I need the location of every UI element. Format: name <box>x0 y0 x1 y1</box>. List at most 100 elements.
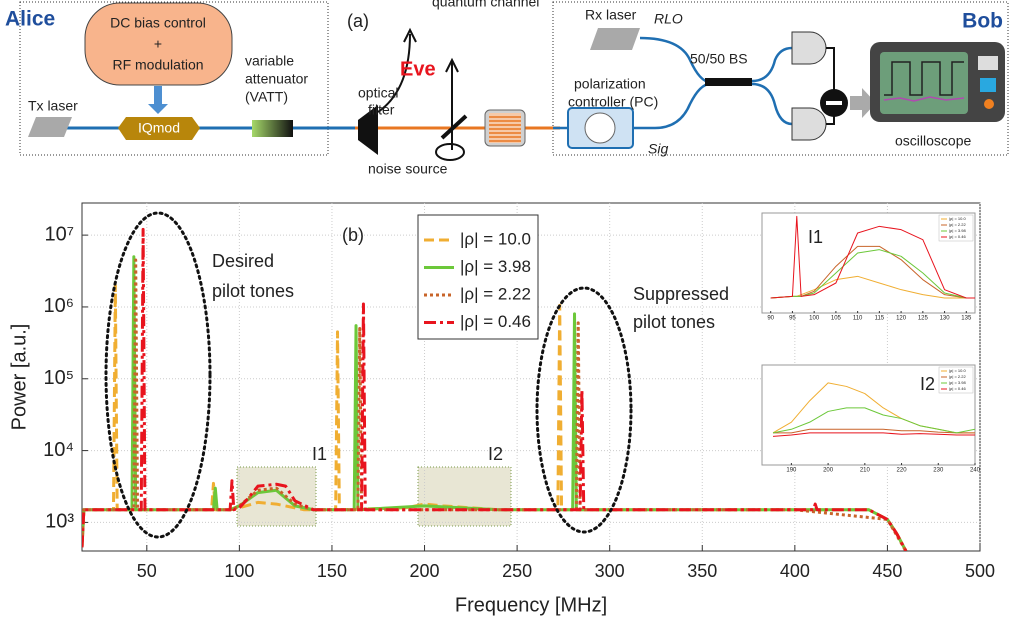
x-axis-label: Frequency [MHz] <box>455 594 607 616</box>
setup-diagram: Alice Bob (a) quantum channel DC bias co… <box>5 0 1009 177</box>
inset-title: I1 <box>808 227 823 247</box>
x-tick-label: 450 <box>872 561 902 581</box>
x-tick-label: 115 <box>875 316 885 322</box>
x-tick-label: 130 <box>940 316 951 322</box>
legend-label: |ρ| = 2.22 <box>949 222 966 227</box>
annotation: pilot tones <box>212 281 294 301</box>
label: + <box>154 36 162 52</box>
arrow <box>377 33 411 113</box>
label: IQmod <box>138 120 180 136</box>
x-tick-label: 50 <box>137 561 157 581</box>
panel-label: (b) <box>342 225 364 245</box>
y-tick-label: 10⁵ <box>43 367 74 389</box>
x-tick-label: 95 <box>789 316 796 322</box>
panel-label: (a) <box>347 11 369 31</box>
label: Rx laser <box>585 7 637 23</box>
zoom-region <box>417 466 512 527</box>
x-tick-label: 400 <box>780 561 810 581</box>
annotation: I2 <box>488 444 503 464</box>
inset-title: I2 <box>920 374 935 394</box>
label: 50/50 BS <box>690 51 748 67</box>
legend-label: |ρ| = 10.0 <box>949 368 966 373</box>
legend-label: |ρ| = 2.22 <box>460 284 531 303</box>
x-tick-label: 100 <box>224 561 254 581</box>
label: noise source <box>368 161 448 177</box>
legend-box <box>417 214 539 340</box>
annotation: pilot tones <box>633 312 715 332</box>
label: optical <box>358 85 398 101</box>
series-group <box>772 382 975 437</box>
label: quantum channel <box>432 0 539 10</box>
annotation: Suppressed <box>633 284 729 304</box>
fiber <box>639 36 711 84</box>
y-tick-label: 10⁴ <box>43 439 74 461</box>
series-line <box>770 215 975 299</box>
x-tick-label: 200 <box>823 468 834 474</box>
series-group <box>770 215 975 299</box>
x-tick-label: 125 <box>918 316 929 322</box>
series-line <box>773 428 975 434</box>
optical-filter <box>358 105 378 155</box>
legend-label: |ρ| = 0.46 <box>949 386 966 391</box>
legend-label: |ρ| = 3.98 <box>460 257 531 276</box>
eve-label: Eve <box>400 58 436 80</box>
x-tick-label: 220 <box>897 468 908 474</box>
annotation: I1 <box>312 444 327 464</box>
label: Tx laser <box>28 98 78 114</box>
poincare-sphere <box>584 112 616 144</box>
legend-label: |ρ| = 2.22 <box>949 374 966 379</box>
x-tick-label: 300 <box>595 561 625 581</box>
label: controller (PC) <box>568 94 658 110</box>
highlight-ellipse <box>104 211 212 539</box>
fiber-spool <box>484 109 526 147</box>
vatt <box>252 120 293 137</box>
label: filter <box>368 102 395 118</box>
oscilloscope-icon <box>870 42 1005 122</box>
annotation: Desired <box>212 251 274 271</box>
x-tick-label: 135 <box>961 316 972 322</box>
highlight-ellipse <box>535 286 633 534</box>
x-tick-label: 210 <box>860 468 871 474</box>
x-tick-label: 110 <box>853 316 863 322</box>
legend-label: |ρ| = 10.0 <box>949 216 966 221</box>
label: DC bias control <box>110 15 206 31</box>
coupler <box>705 78 752 86</box>
noise-injector <box>440 114 468 140</box>
label: (VATT) <box>245 89 288 105</box>
x-tick-label: 120 <box>896 316 907 322</box>
x-tick-label: 240 <box>970 468 981 474</box>
x-tick-label: 200 <box>410 561 440 581</box>
series-line <box>772 432 975 437</box>
label: attenuator <box>245 71 308 87</box>
party-label: Alice <box>5 8 55 31</box>
fiber <box>633 82 711 130</box>
detectors <box>791 31 848 141</box>
y-tick-label: 10⁶ <box>44 295 74 317</box>
label: oscilloscope <box>895 133 971 149</box>
label: polarization <box>574 76 646 92</box>
arrow <box>403 27 417 43</box>
legend-label: |ρ| = 10.0 <box>460 229 531 248</box>
x-tick-label: 105 <box>831 316 842 322</box>
arrow <box>148 86 168 114</box>
x-tick-label: 250 <box>502 561 532 581</box>
party-label: Bob <box>962 10 1003 33</box>
noise-source <box>435 143 465 161</box>
tx-laser <box>28 117 72 137</box>
rx-laser <box>590 28 640 50</box>
bob-box <box>552 1 1009 156</box>
alice-box <box>19 1 329 156</box>
x-tick-label: 230 <box>933 468 944 474</box>
x-tick-label: 150 <box>317 561 347 581</box>
legend-label: |ρ| = 0.46 <box>460 312 531 331</box>
series-line <box>772 407 975 434</box>
y-tick-label: 10³ <box>45 511 74 533</box>
fiber <box>751 46 793 126</box>
x-tick-label: 350 <box>687 561 717 581</box>
x-tick-label: 90 <box>767 316 774 322</box>
legend-label: |ρ| = 3.98 <box>949 228 966 233</box>
arrow <box>850 88 876 118</box>
legend-label: |ρ| = 3.98 <box>949 380 966 385</box>
label: Sig <box>648 141 668 157</box>
